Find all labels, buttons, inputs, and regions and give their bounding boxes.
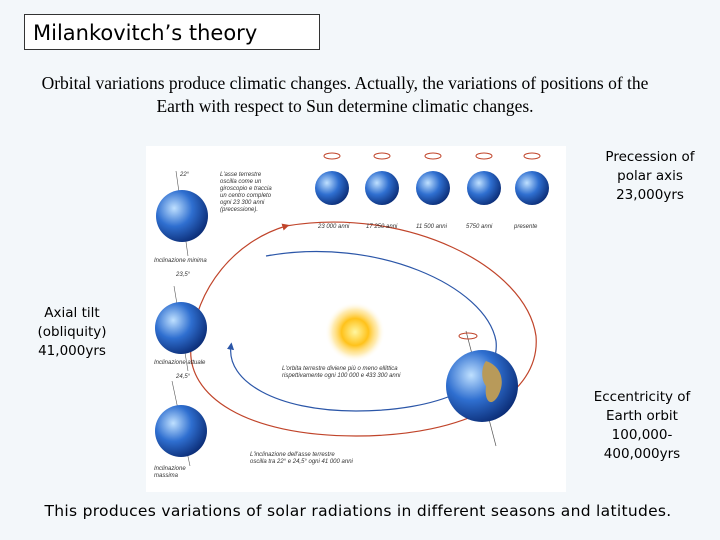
precession-globes [315,152,549,205]
title: Milankovitch’s theory [24,14,320,50]
side-label: Axial tilt (obliquity) 41,000yrs [37,305,107,359]
figure-tilt-name: Inclinazione attuale [154,360,206,366]
figure-time: 11 500 anni [416,224,447,230]
figure-note: L'orbita terrestre diviene più o meno el… [282,366,401,379]
figure-angle: 23,5° [176,272,191,278]
footer-text: This produces variations of solar radiat… [44,502,672,520]
figure-angle: 22° [180,172,190,178]
tilt-globes [155,170,208,467]
figure-note: L'asse terrestre oscilla come un girosco… [220,172,272,213]
figure-tilt-name: Inclinazione minima [154,258,207,264]
figure-angle: 24,5° [176,374,191,380]
sun [325,302,385,362]
figure-time: 5750 anni [466,224,493,230]
figure-time: 23 000 anni [318,224,350,230]
side-label: Eccentricity of Earth orbit 100,000- 400… [593,389,691,462]
figure-tilt-name: Inclinazione massima [154,466,186,479]
earth-globe [446,330,518,447]
intro-text: Orbital variations produce climatic chan… [41,73,649,116]
figure-time: presente [514,224,538,230]
figure-time: 17 250 anni [366,224,398,230]
side-label: Precession of polar axis 23,000yrs [605,149,695,203]
figure-note: L'inclinazione dell'asse terrestre oscil… [250,452,353,465]
milankovitch-figure [146,146,566,492]
